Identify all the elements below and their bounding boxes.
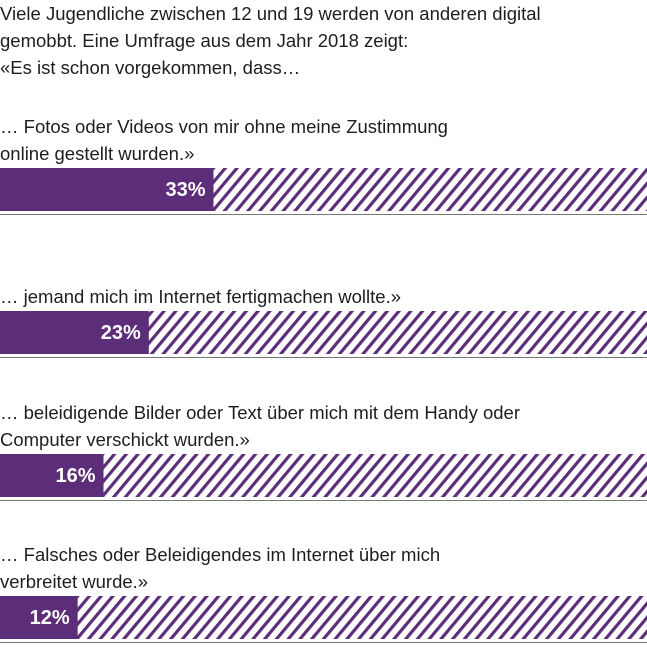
bar-background <box>0 596 647 639</box>
category-label: … Fotos oder Videos von mir ohne meine Z… <box>0 116 448 164</box>
bar <box>0 454 104 497</box>
bar <box>0 596 78 639</box>
value-label: 23% <box>101 322 141 344</box>
category-label: … beleidigende Bilder oder Text über mic… <box>0 402 520 450</box>
chart-subtitle: «Es ist schon vorgekommen, dass… <box>0 57 301 78</box>
value-label: 16% <box>55 465 95 487</box>
value-label: 33% <box>165 179 205 201</box>
chart-title: Viele Jugendliche zwischen 12 und 19 wer… <box>0 3 541 51</box>
value-label: 12% <box>30 607 70 629</box>
category-label: … Falsches oder Beleidigendes im Interne… <box>0 544 441 592</box>
category-label: … jemand mich im Internet fertigmachen w… <box>0 286 402 307</box>
bar <box>0 311 149 354</box>
bar <box>0 168 214 211</box>
bar-background <box>0 454 647 497</box>
